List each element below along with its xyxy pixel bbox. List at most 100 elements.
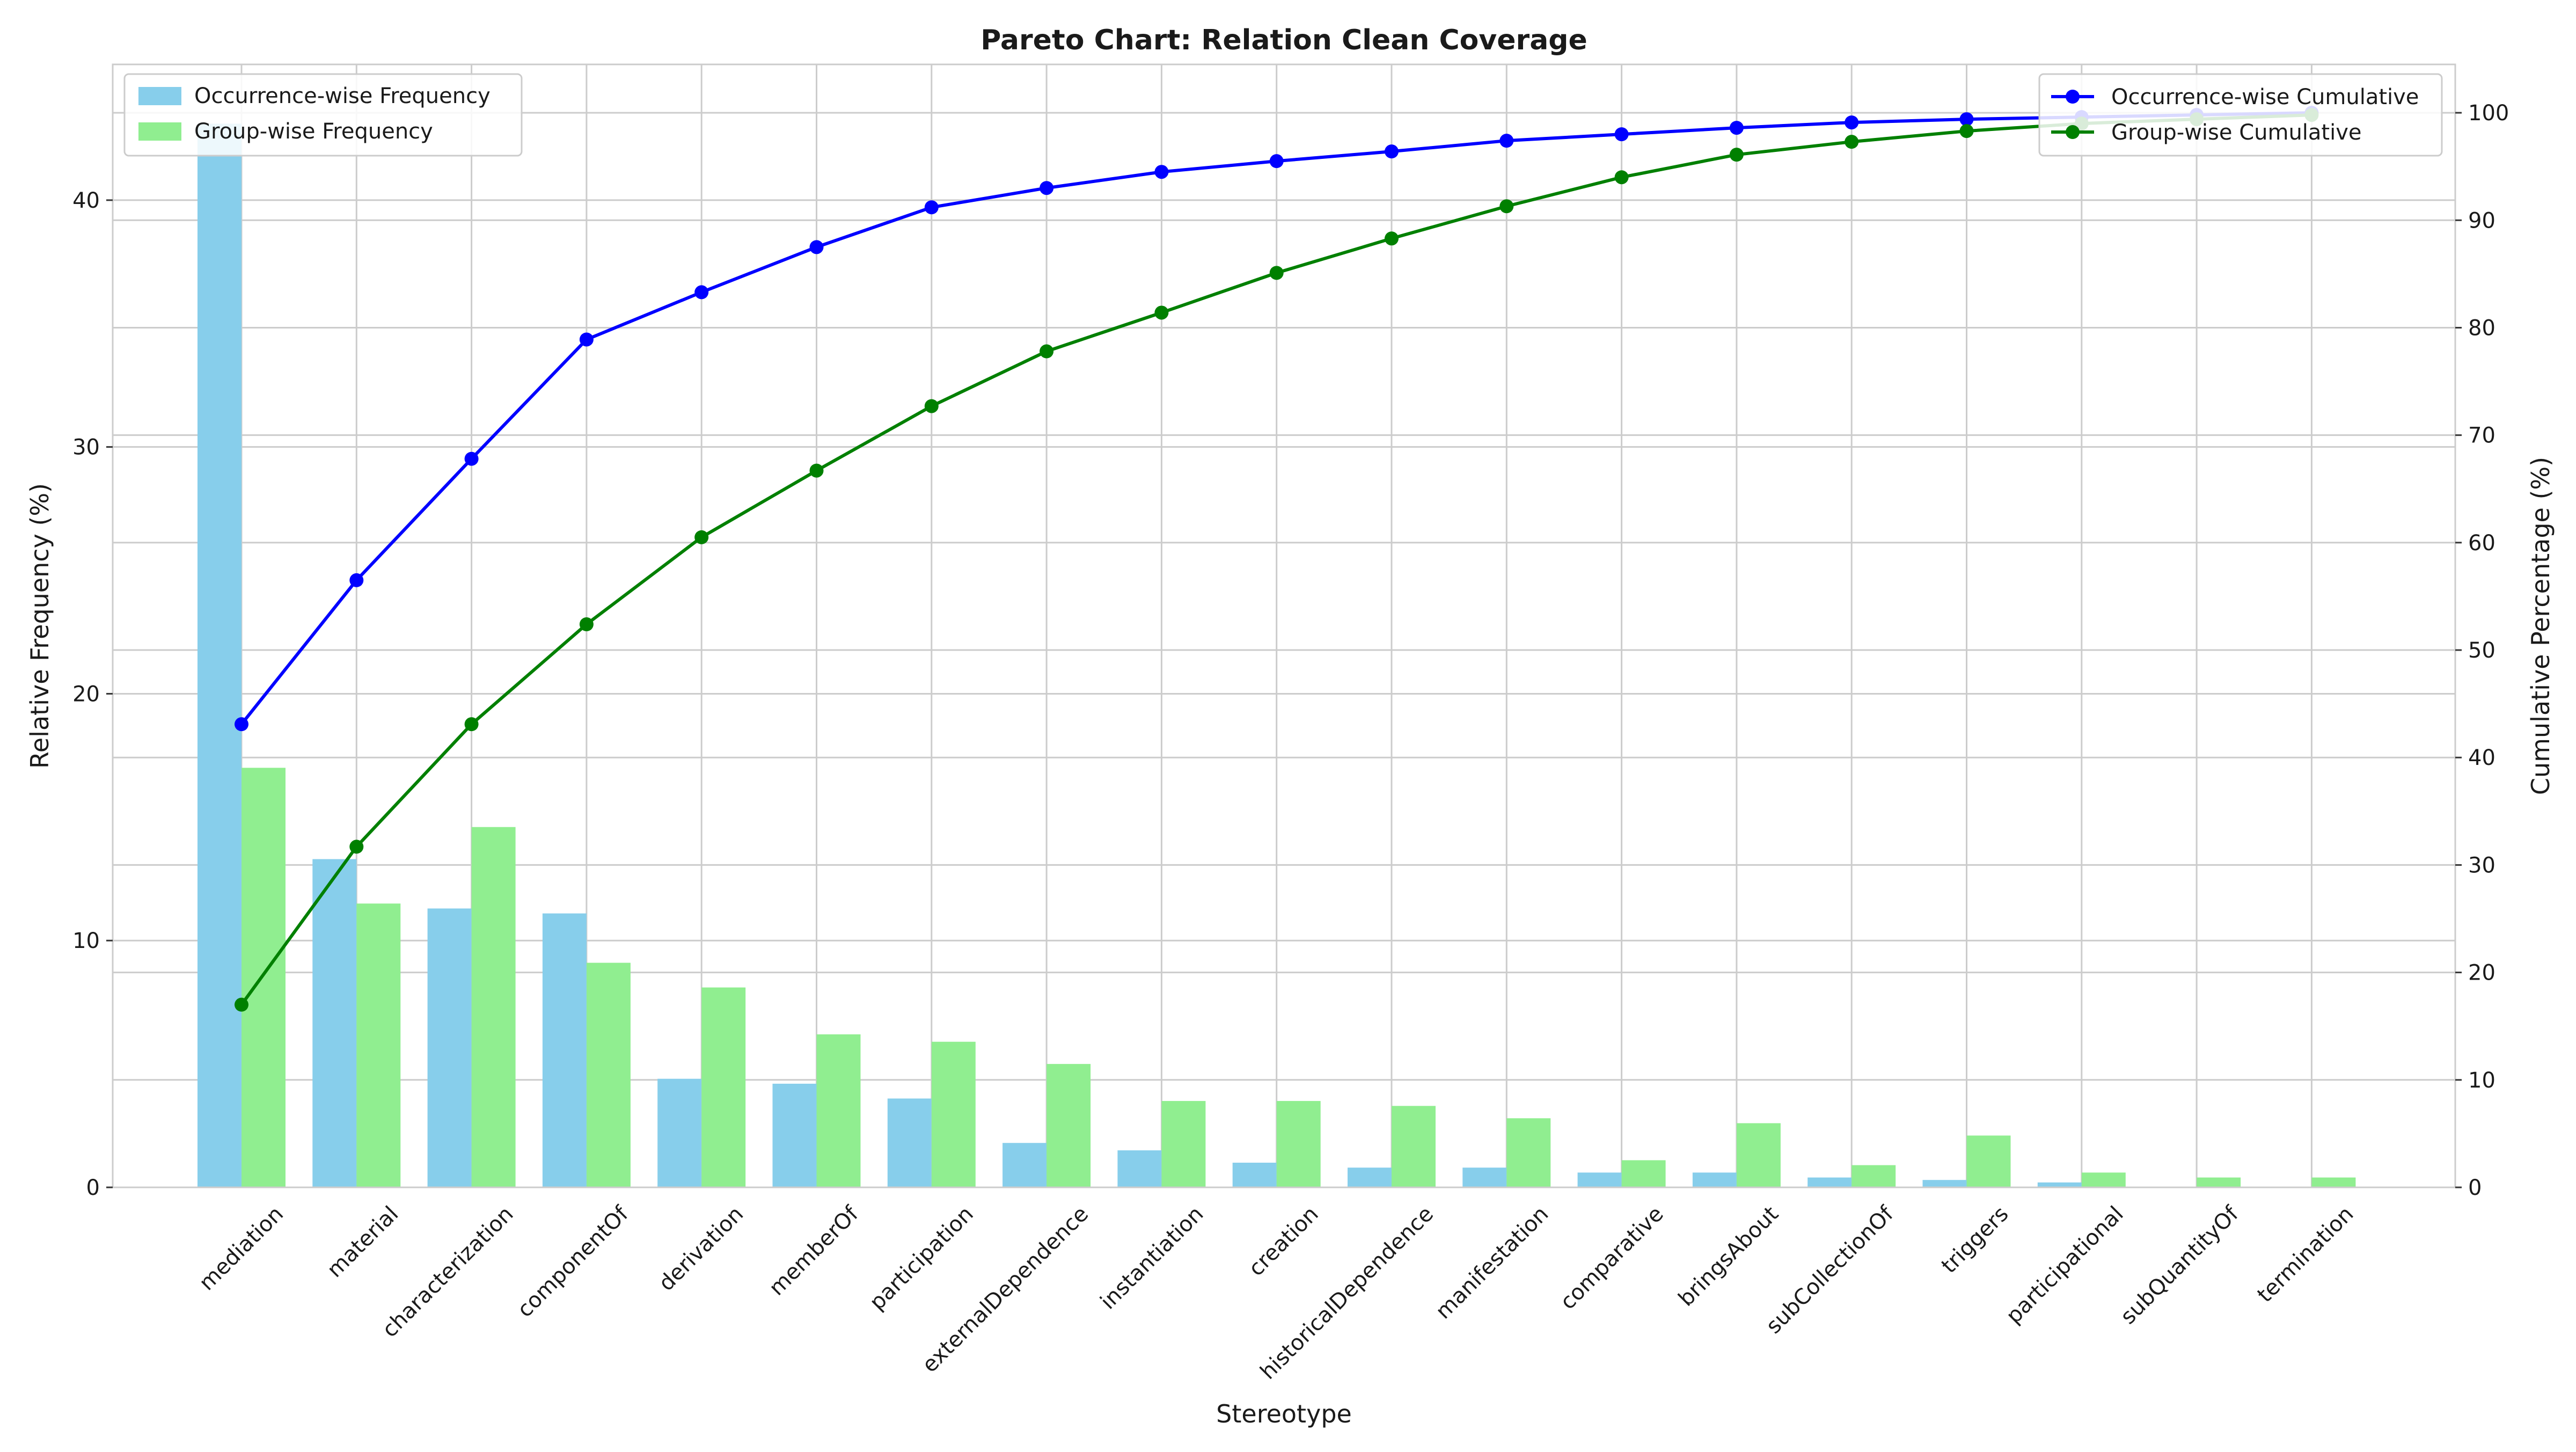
y2-axis-title: Cumulative Percentage (%) <box>2526 457 2555 795</box>
y2-tick-label: 40 <box>2468 746 2496 770</box>
point-group-creation <box>1269 266 1284 280</box>
bar-occurrence-triggers <box>1922 1180 1967 1187</box>
point-occurrence-participation <box>924 200 939 215</box>
x-tick-label: subCollectionOf <box>1761 1201 1899 1339</box>
x-tick-label: triggers <box>1937 1202 2014 1279</box>
legend-marker-occurrence-cumulative <box>2066 90 2080 104</box>
point-group-subCollectionOf <box>1845 135 1859 149</box>
bar-group-instantiation <box>1161 1101 1206 1187</box>
bar-group-subCollectionOf <box>1851 1165 1896 1187</box>
x-tick-label: comparative <box>1555 1202 1668 1315</box>
bar-group-historicalDependence <box>1392 1106 1436 1187</box>
legend-lines-frame <box>2038 73 2443 157</box>
point-group-manifestation <box>1499 199 1514 214</box>
x-tick-label: manifestation <box>1431 1202 1553 1324</box>
point-occurrence-bringsAbout <box>1729 121 1744 135</box>
bar-occurrence-instantiation <box>1117 1150 1162 1187</box>
bar-group-participation <box>931 1041 976 1187</box>
point-occurrence-material <box>349 573 364 587</box>
point-group-historicalDependence <box>1385 231 1399 246</box>
bar-group-componentOf <box>586 962 631 1187</box>
bar-occurrence-participational <box>2037 1182 2082 1187</box>
bar-group-memberOf <box>816 1034 861 1187</box>
y-tick-label: 20 <box>72 682 100 706</box>
chart-title: Pareto Chart: Relation Clean Coverage <box>980 24 1587 56</box>
bar-group-comparative <box>1621 1160 1666 1187</box>
point-group-comparative <box>1614 170 1629 185</box>
bar-group-derivation <box>701 987 746 1187</box>
y-tick-label: 0 <box>86 1176 100 1200</box>
point-group-externalDependence <box>1040 344 1054 359</box>
point-occurrence-memberOf <box>809 240 824 254</box>
y2-tick-label: 30 <box>2468 853 2496 878</box>
x-tick-label: componentOf <box>513 1201 633 1322</box>
bar-occurrence-manifestation <box>1462 1168 1507 1187</box>
legend-lines: Occurrence-wise Cumulative Group-wise Cum… <box>2038 73 2443 157</box>
point-group-material <box>349 840 364 854</box>
point-occurrence-manifestation <box>1499 134 1514 148</box>
y-tick-label: 40 <box>72 188 100 213</box>
y-axis-title: Relative Frequency (%) <box>25 483 54 769</box>
y-tick-label: 30 <box>72 435 100 460</box>
bar-occurrence-comparative <box>1577 1172 1622 1187</box>
y2-tick-label: 100 <box>2468 101 2509 126</box>
point-group-memberOf <box>809 463 824 478</box>
bar-occurrence-creation <box>1232 1163 1277 1187</box>
bar-occurrence-participation <box>887 1098 932 1187</box>
bar-group-bringsAbout <box>1736 1123 1781 1187</box>
point-group-participation <box>924 399 939 413</box>
x-tick-label: memberOf <box>764 1201 863 1301</box>
bar-group-mediation <box>241 768 286 1187</box>
y2-tick-label: 80 <box>2468 316 2496 340</box>
bar-group-characterization <box>471 827 516 1187</box>
bar-group-participational <box>2081 1172 2126 1187</box>
y2-tick-label: 90 <box>2468 208 2496 233</box>
point-occurrence-externalDependence <box>1040 181 1054 195</box>
bar-group-material <box>356 903 401 1187</box>
legend-bars: Occurrence-wise Frequency Group-wise Freq… <box>123 73 523 157</box>
point-occurrence-subCollectionOf <box>1845 115 1859 130</box>
point-occurrence-comparative <box>1614 127 1629 142</box>
x-tick-label: participational <box>2001 1202 2128 1329</box>
x-tick-label: mediation <box>194 1202 288 1296</box>
x-tick-label: derivation <box>654 1202 749 1296</box>
legend-label: Occurrence-wise Cumulative <box>2111 85 2419 110</box>
bar-occurrence-memberOf <box>772 1083 817 1187</box>
y2-tick-label: 20 <box>2468 961 2496 986</box>
legend-label: Group-wise Cumulative <box>2111 120 2362 145</box>
point-occurrence-historicalDependence <box>1385 144 1399 159</box>
legend-swatch-occurrence-frequency <box>138 87 181 105</box>
y2-tick-label: 50 <box>2468 638 2496 663</box>
point-group-characterization <box>464 717 479 732</box>
x-tick-label: subQuantityOf <box>2116 1201 2244 1329</box>
legend-bars-frame <box>123 73 523 157</box>
x-tick-label: instantiation <box>1096 1202 1209 1315</box>
point-occurrence-characterization <box>464 451 479 466</box>
point-occurrence-instantiation <box>1154 165 1169 179</box>
y2-tick-label: 60 <box>2468 531 2496 556</box>
plot-frame <box>112 63 2456 1188</box>
point-occurrence-derivation <box>694 285 709 300</box>
point-occurrence-componentOf <box>579 332 594 347</box>
point-group-bringsAbout <box>1729 148 1744 162</box>
legend-label: Group-wise Frequency <box>194 119 433 144</box>
x-tick-label: creation <box>1244 1202 1323 1281</box>
point-group-triggers <box>1959 124 1974 138</box>
y2-tick-label: 0 <box>2468 1176 2482 1200</box>
bar-group-creation <box>1276 1101 1321 1187</box>
bar-group-subQuantityOf <box>2197 1177 2241 1187</box>
bar-group-externalDependence <box>1046 1064 1091 1187</box>
point-group-instantiation <box>1154 305 1169 320</box>
y2-tick-label: 10 <box>2468 1068 2496 1093</box>
x-tick-label: participation <box>865 1202 978 1315</box>
bar-occurrence-externalDependence <box>1002 1143 1047 1187</box>
bar-group-termination <box>2311 1177 2356 1187</box>
bar-occurrence-characterization <box>427 908 472 1187</box>
point-group-derivation <box>694 530 709 544</box>
y-tick-label: 10 <box>72 929 100 953</box>
legend-label: Occurrence-wise Frequency <box>194 84 491 108</box>
bar-group-manifestation <box>1506 1118 1551 1187</box>
x-tick-label: material <box>323 1202 404 1283</box>
